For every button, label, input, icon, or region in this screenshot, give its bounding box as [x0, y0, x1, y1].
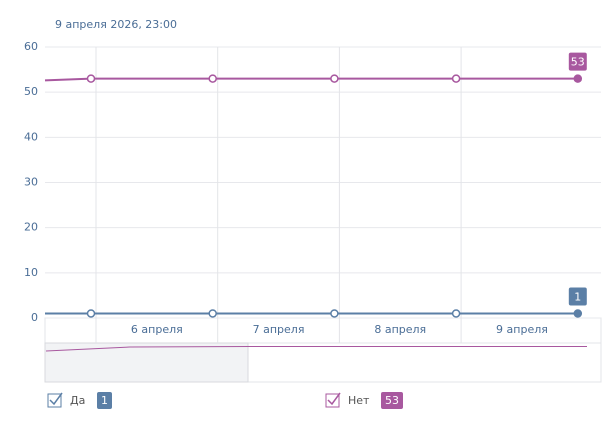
x-tick-label: 6 апреля — [131, 323, 183, 336]
data-point — [86, 74, 96, 83]
y-tick-label: 30 — [24, 176, 38, 189]
legend-badge-label: 1 — [101, 394, 108, 407]
chart-title: 9 апреля 2026, 23:00 — [55, 18, 177, 31]
value-badge — [568, 287, 587, 306]
x-axis-strip — [44, 317, 602, 344]
x-tick-label: 8 апреля — [374, 323, 426, 336]
x-tick-label: 7 апреля — [253, 323, 305, 336]
data-point — [208, 309, 217, 318]
legend-check — [49, 392, 63, 406]
y-tick-label: 50 — [24, 85, 38, 98]
legend-label: Да — [70, 394, 85, 407]
x-tick-label: 9 апреля — [496, 323, 548, 336]
data-point — [330, 74, 339, 83]
y-tick-label: 20 — [24, 221, 38, 234]
data-point — [573, 309, 583, 318]
value-badge — [568, 52, 587, 71]
value-badge-label: 1 — [574, 290, 581, 303]
data-point — [330, 309, 339, 318]
legend-badge — [97, 392, 112, 409]
legend-badge — [381, 392, 403, 409]
data-point — [86, 309, 96, 318]
legend-checkbox[interactable] — [47, 393, 62, 408]
value-badge-label: 53 — [571, 56, 585, 69]
legend-label: Нет — [348, 394, 370, 407]
legend-check — [327, 392, 341, 406]
data-point — [451, 309, 461, 318]
y-tick-label: 40 — [24, 130, 38, 143]
data-point — [208, 74, 217, 83]
data-point — [573, 74, 583, 83]
navigator-window[interactable] — [44, 342, 249, 383]
y-tick-label: 0 — [31, 311, 38, 324]
navigator-line — [45, 346, 587, 352]
y-tick-label: 60 — [24, 40, 38, 53]
legend-checkbox[interactable] — [325, 393, 340, 408]
data-point — [451, 74, 461, 83]
series-line — [44, 77, 578, 82]
y-tick-label: 10 — [24, 266, 38, 279]
legend-badge-label: 53 — [385, 394, 399, 407]
